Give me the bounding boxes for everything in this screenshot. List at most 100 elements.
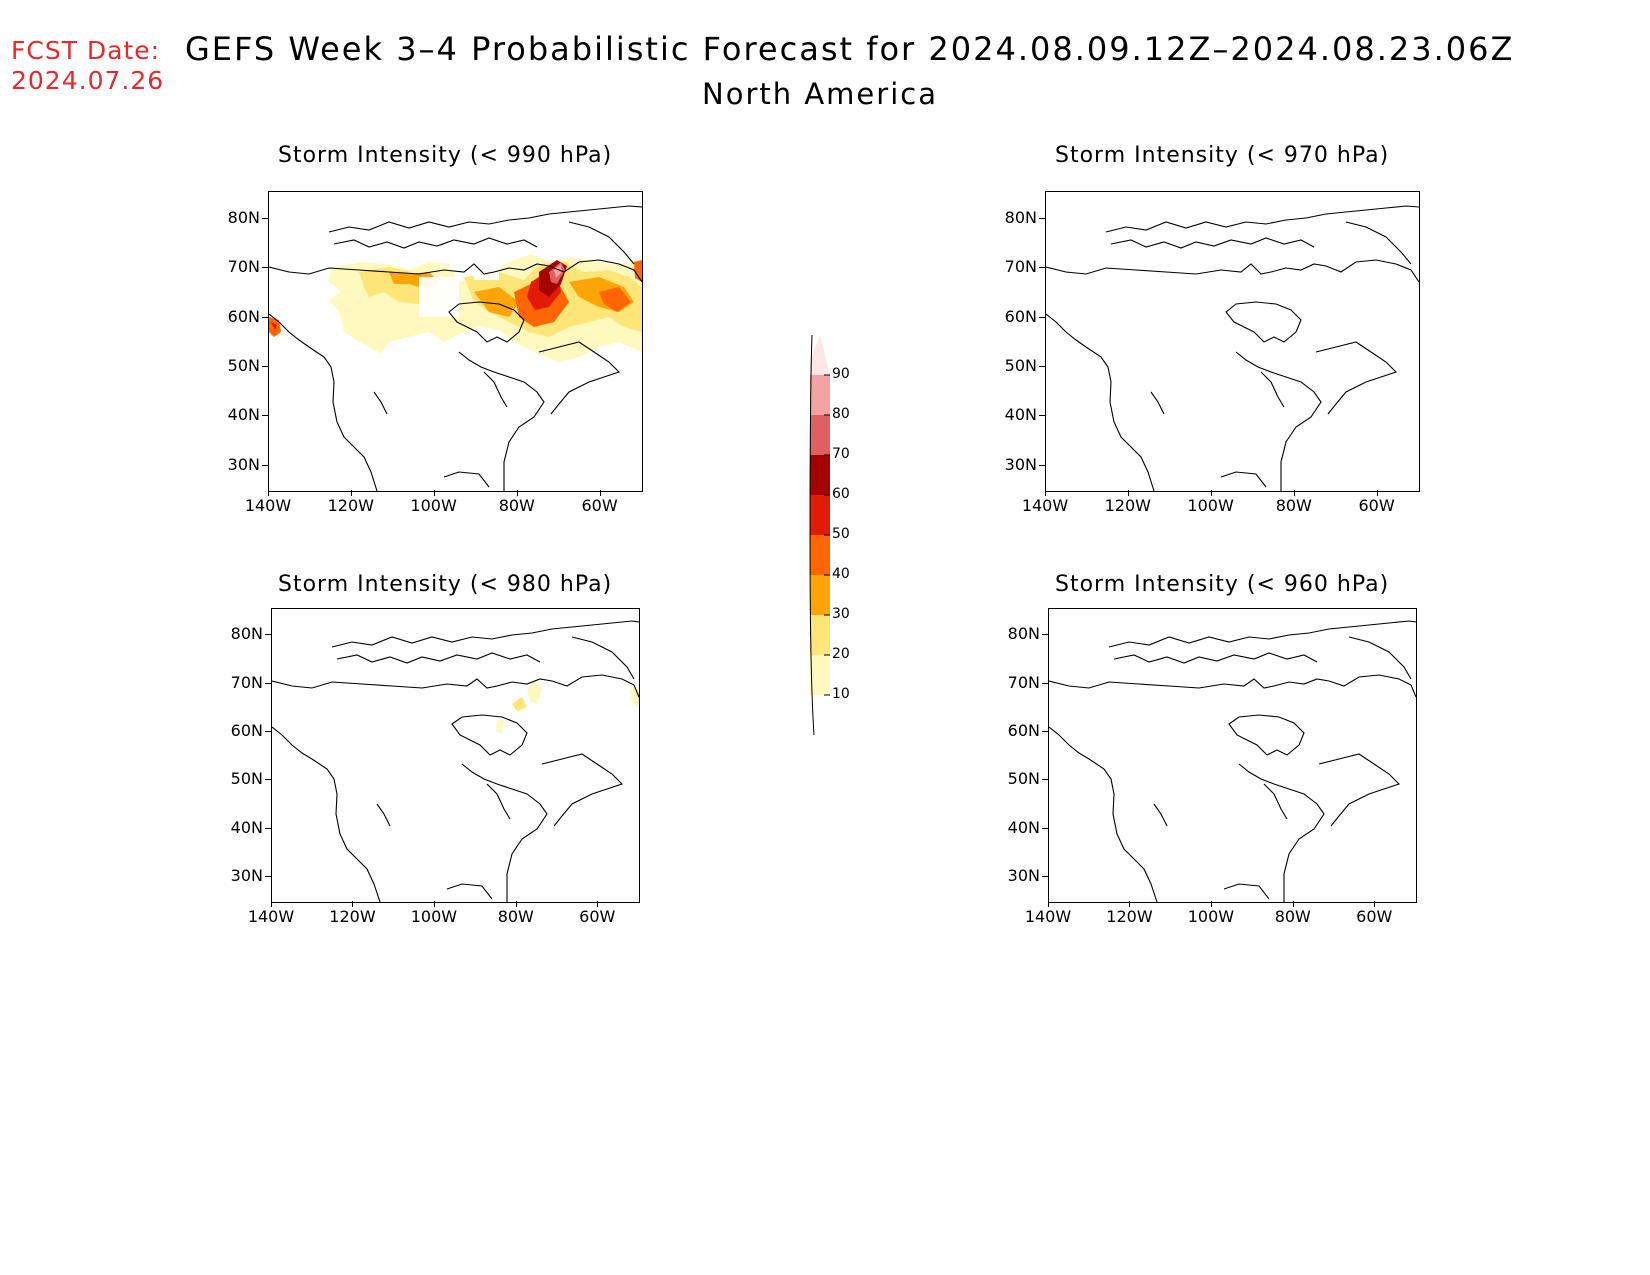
lat-tick xyxy=(1042,827,1048,829)
colorbar-segment xyxy=(810,575,830,615)
lat-label: 80N xyxy=(230,624,263,644)
lat-tick xyxy=(1039,316,1045,318)
lat-tick xyxy=(262,267,268,269)
lat-label: 60N xyxy=(1007,721,1040,741)
colorbar-segment xyxy=(810,615,830,655)
lat-label: 30N xyxy=(227,454,260,474)
lon-label: 80W xyxy=(497,907,534,926)
colorbar-edge xyxy=(809,335,815,735)
lon-label: 80W xyxy=(1274,907,1311,926)
map-svg-970 xyxy=(1046,205,1419,491)
colorbar-label: 70 xyxy=(832,446,850,462)
lat-label: 40N xyxy=(1004,405,1037,425)
colorbar-segment xyxy=(810,495,830,535)
lat-tick xyxy=(1042,682,1048,684)
panel-title-970: Storm Intensity (< 970 hPa) xyxy=(1055,143,1390,168)
lat-tick xyxy=(1042,731,1048,733)
map-panel-980 xyxy=(271,608,640,903)
lon-tick xyxy=(1127,490,1129,496)
page-title: GEFS Week 3–4 Probabilistic Forecast for… xyxy=(185,30,1515,68)
lat-label: 50N xyxy=(1007,769,1040,789)
colorbar-segment xyxy=(810,415,830,455)
lat-label: 70N xyxy=(1004,257,1037,277)
lon-label: 120W xyxy=(327,496,374,515)
panel-title-990: Storm Intensity (< 990 hPa) xyxy=(278,143,613,168)
colorbar-label: 90 xyxy=(832,366,850,382)
lat-tick xyxy=(265,779,271,781)
lat-tick xyxy=(265,731,271,733)
lon-label: 120W xyxy=(1106,907,1153,926)
lon-label: 60W xyxy=(1358,496,1395,515)
lat-label: 50N xyxy=(230,769,263,789)
lat-label: 70N xyxy=(227,257,260,277)
lon-tick xyxy=(1210,490,1212,496)
lat-tick xyxy=(1039,464,1045,466)
map-panel-960 xyxy=(1048,608,1417,903)
colorbar-label: 20 xyxy=(832,646,850,662)
colorbar-segment xyxy=(810,375,830,415)
colorbar-label: 30 xyxy=(832,606,850,622)
lon-tick xyxy=(268,490,269,496)
panel-title-980: Storm Intensity (< 980 hPa) xyxy=(278,572,613,597)
lon-tick xyxy=(516,490,518,496)
lon-label: 100W xyxy=(410,907,458,926)
lon-label: 140W xyxy=(1021,496,1069,515)
lat-tick xyxy=(265,682,271,684)
lat-tick xyxy=(262,415,268,417)
lat-tick xyxy=(1042,876,1048,878)
colorbar-svg xyxy=(809,335,830,735)
lon-tick xyxy=(597,901,599,907)
lat-tick xyxy=(1042,779,1048,781)
lat-tick xyxy=(262,217,268,219)
lat-tick xyxy=(1039,217,1045,219)
fcst-date-value: 2024.07.26 xyxy=(11,66,165,95)
lon-label: 120W xyxy=(329,907,376,926)
lat-tick xyxy=(262,316,268,318)
lon-label: 60W xyxy=(581,496,618,515)
lon-label: 100W xyxy=(410,496,457,515)
lat-label: 80N xyxy=(1007,624,1040,644)
colorbar-label: 80 xyxy=(832,406,850,422)
lat-label: 50N xyxy=(1004,355,1037,375)
lat-label: 60N xyxy=(227,306,260,326)
lon-tick xyxy=(1048,901,1049,907)
lon-label: 100W xyxy=(1187,907,1235,926)
lon-tick xyxy=(271,901,272,907)
map-panel-970 xyxy=(1045,191,1420,492)
region-title: North America xyxy=(702,77,938,111)
lon-label: 140W xyxy=(1024,907,1072,926)
lon-tick xyxy=(352,901,354,907)
lon-tick xyxy=(433,490,435,496)
map-svg-990 xyxy=(269,205,642,491)
lat-tick xyxy=(262,365,268,367)
colorbar-label: 60 xyxy=(832,486,850,502)
map-svg-980 xyxy=(272,620,639,902)
lat-label: 40N xyxy=(227,405,260,425)
lon-tick xyxy=(433,901,435,907)
lon-label: 100W xyxy=(1187,496,1234,515)
lon-tick xyxy=(1293,490,1295,496)
lon-tick xyxy=(350,490,352,496)
lon-tick xyxy=(1374,901,1376,907)
colorbar-segment xyxy=(810,535,830,575)
lon-label: 80W xyxy=(1275,496,1312,515)
fcst-date-label: FCST Date: xyxy=(11,36,161,65)
lat-tick xyxy=(262,464,268,466)
lon-label: 60W xyxy=(579,907,616,926)
lat-label: 30N xyxy=(1004,454,1037,474)
lon-tick xyxy=(1376,490,1378,496)
lon-label: 140W xyxy=(244,496,292,515)
lon-tick xyxy=(599,490,601,496)
lat-label: 40N xyxy=(230,817,263,837)
colorbar-cap-top xyxy=(810,335,830,375)
colorbar-segment xyxy=(810,655,830,695)
lat-label: 70N xyxy=(230,672,263,692)
lon-label: 80W xyxy=(498,496,535,515)
lat-tick xyxy=(265,876,271,878)
lat-tick xyxy=(1039,415,1045,417)
lat-label: 30N xyxy=(230,866,263,886)
map-svg-960 xyxy=(1049,620,1416,902)
lon-tick xyxy=(1045,490,1046,496)
lon-label: 140W xyxy=(247,907,295,926)
lat-label: 80N xyxy=(1004,207,1037,227)
